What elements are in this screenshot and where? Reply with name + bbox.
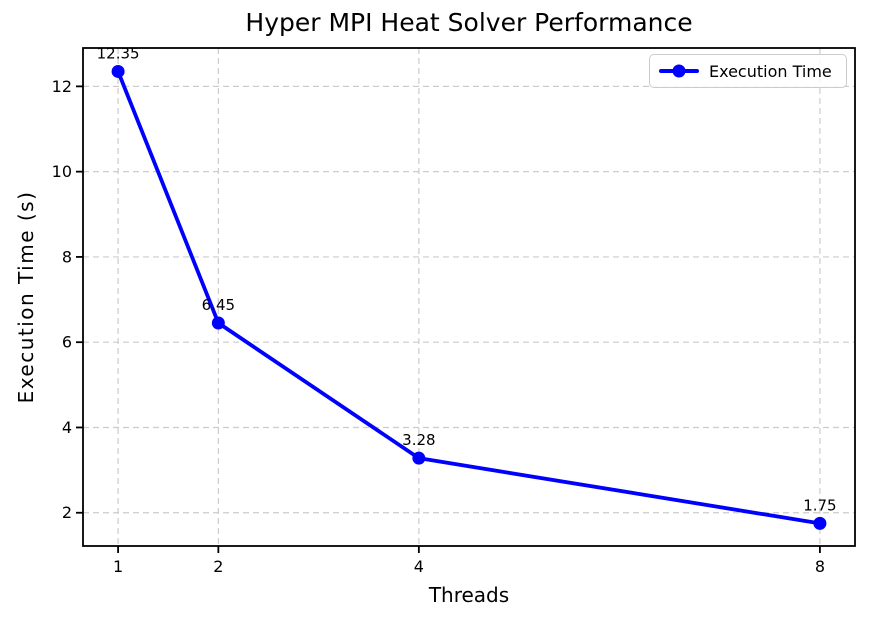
- legend-line-sample: [659, 64, 699, 78]
- y-axis-label: Execution Time (s): [14, 190, 38, 404]
- x-tick-label: 4: [414, 557, 424, 576]
- legend-marker-icon: [672, 64, 686, 78]
- data-point-marker: [813, 516, 827, 530]
- y-tick-label: 12: [52, 77, 72, 96]
- data-point-marker: [111, 64, 125, 78]
- y-tick-label: 10: [52, 162, 72, 181]
- point-labels: 12.35 6.45 3.28 1.75: [97, 44, 837, 514]
- x-tick-label: 8: [815, 557, 825, 576]
- point-label: 6.45: [202, 296, 235, 314]
- x-tick-label: 1: [113, 557, 123, 576]
- legend: Execution Time: [649, 54, 847, 88]
- y-tick-label: 6: [62, 333, 72, 352]
- point-label: 12.35: [97, 44, 140, 62]
- y-tick-label: 2: [62, 503, 72, 522]
- plot-border: [82, 47, 856, 547]
- x-axis-label: Threads: [428, 583, 510, 607]
- grid-lines: [83, 48, 855, 546]
- x-tick-label: 2: [213, 557, 223, 576]
- point-label: 3.28: [402, 431, 435, 449]
- legend-label: Execution Time: [709, 61, 832, 81]
- data-point-marker: [412, 451, 426, 465]
- data-point-marker: [211, 316, 225, 330]
- y-tick-label: 4: [62, 418, 72, 437]
- point-label: 1.75: [803, 496, 836, 514]
- y-tick-label: 8: [62, 247, 72, 266]
- data-point-markers: [111, 64, 827, 530]
- chart-title: Hyper MPI Heat Solver Performance: [245, 8, 693, 37]
- data-line: [116, 69, 822, 526]
- axis-ticks: [76, 85, 821, 553]
